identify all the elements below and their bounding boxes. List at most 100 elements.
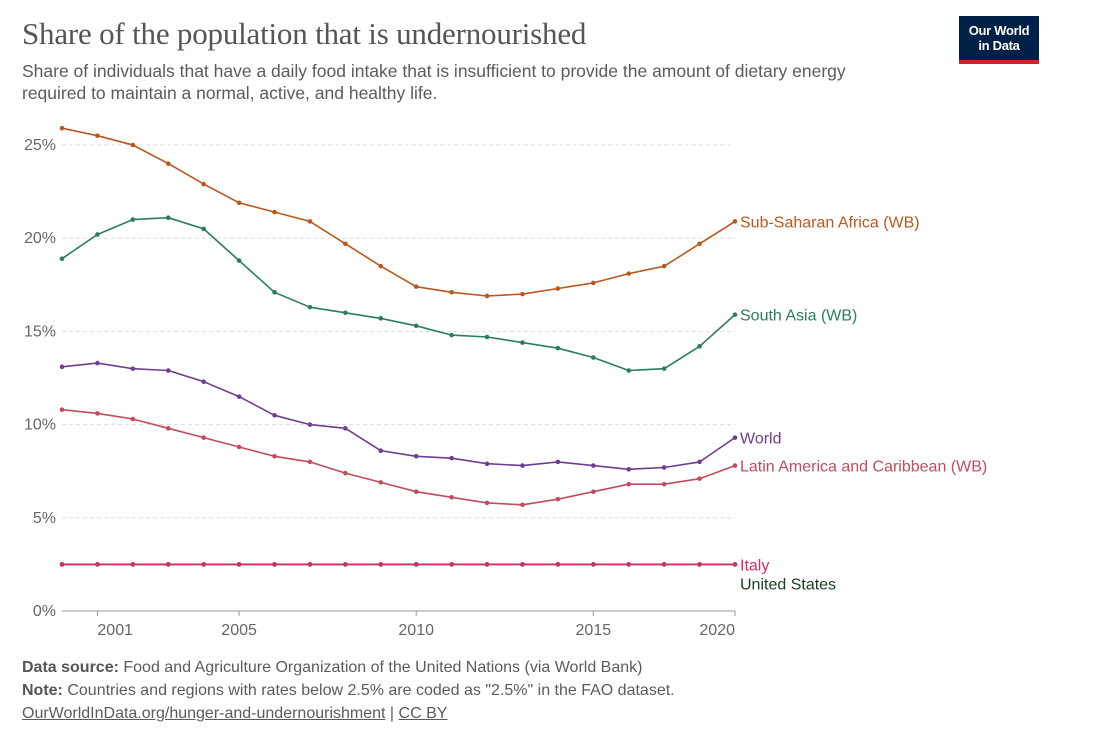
data-point-south-asia-wb[interactable] <box>484 334 490 340</box>
data-point-italy[interactable] <box>484 562 490 567</box>
series-line-world[interactable] <box>61 362 736 471</box>
data-point-world[interactable] <box>484 461 490 467</box>
data-point-italy[interactable] <box>307 562 313 567</box>
data-point-south-asia-wb[interactable] <box>449 332 454 338</box>
data-point-latin-america-and-caribbean-wb[interactable] <box>59 407 65 412</box>
data-point-south-asia-wb[interactable] <box>591 355 596 360</box>
data-point-latin-america-and-caribbean-wb[interactable] <box>520 502 525 508</box>
data-point-world[interactable] <box>272 412 277 418</box>
data-point-italy[interactable] <box>95 562 100 567</box>
data-point-south-asia-wb[interactable] <box>307 304 313 310</box>
data-point-south-asia-wb[interactable] <box>378 316 384 321</box>
data-point-italy[interactable] <box>626 562 632 567</box>
data-point-sub-saharan-africa-wb[interactable] <box>378 263 384 269</box>
data-point-latin-america-and-caribbean-wb[interactable] <box>697 476 702 481</box>
data-point-south-asia-wb[interactable] <box>697 344 702 349</box>
data-point-sub-saharan-africa-wb[interactable] <box>236 200 242 206</box>
data-point-world[interactable] <box>413 453 419 459</box>
data-point-italy[interactable] <box>272 562 277 567</box>
data-point-italy[interactable] <box>236 562 242 567</box>
data-point-sub-saharan-africa-wb[interactable] <box>59 125 65 131</box>
data-point-italy[interactable] <box>661 562 667 567</box>
data-point-italy[interactable] <box>520 562 525 567</box>
data-point-italy[interactable] <box>732 562 738 567</box>
data-point-latin-america-and-caribbean-wb[interactable] <box>130 416 136 422</box>
data-point-world[interactable] <box>449 455 454 461</box>
data-point-south-asia-wb[interactable] <box>520 340 525 345</box>
data-point-sub-saharan-africa-wb[interactable] <box>697 241 702 247</box>
data-point-world[interactable] <box>236 394 242 399</box>
data-point-latin-america-and-caribbean-wb[interactable] <box>378 480 384 485</box>
data-point-world[interactable] <box>95 360 100 366</box>
data-point-sub-saharan-africa-wb[interactable] <box>201 181 206 187</box>
data-point-south-asia-wb[interactable] <box>661 366 667 371</box>
data-point-sub-saharan-africa-wb[interactable] <box>343 241 348 247</box>
data-point-italy[interactable] <box>697 562 702 567</box>
data-point-sub-saharan-africa-wb[interactable] <box>520 291 525 297</box>
data-point-world[interactable] <box>165 368 171 373</box>
series-line-south-asia-wb[interactable] <box>61 216 736 372</box>
data-point-sub-saharan-africa-wb[interactable] <box>272 209 277 215</box>
data-point-south-asia-wb[interactable] <box>626 368 632 373</box>
data-point-south-asia-wb[interactable] <box>130 217 136 222</box>
data-point-italy[interactable] <box>165 562 171 567</box>
data-point-latin-america-and-caribbean-wb[interactable] <box>272 453 277 459</box>
data-point-latin-america-and-caribbean-wb[interactable] <box>343 470 348 476</box>
data-point-italy[interactable] <box>591 562 596 567</box>
data-point-south-asia-wb[interactable] <box>95 232 100 237</box>
data-point-world[interactable] <box>661 465 667 470</box>
data-point-sub-saharan-africa-wb[interactable] <box>732 219 738 224</box>
data-point-italy[interactable] <box>130 562 136 567</box>
data-point-latin-america-and-caribbean-wb[interactable] <box>661 481 667 487</box>
owid-logo[interactable]: Our World in Data <box>959 16 1039 64</box>
data-point-latin-america-and-caribbean-wb[interactable] <box>484 500 490 506</box>
data-point-latin-america-and-caribbean-wb[interactable] <box>591 489 596 495</box>
data-point-south-asia-wb[interactable] <box>59 256 65 262</box>
data-point-italy[interactable] <box>201 562 206 567</box>
data-point-south-asia-wb[interactable] <box>413 323 419 329</box>
data-point-south-asia-wb[interactable] <box>201 226 206 232</box>
data-point-latin-america-and-caribbean-wb[interactable] <box>201 435 206 440</box>
data-point-latin-america-and-caribbean-wb[interactable] <box>165 426 171 431</box>
data-point-sub-saharan-africa-wb[interactable] <box>484 293 490 299</box>
data-point-sub-saharan-africa-wb[interactable] <box>95 133 100 138</box>
data-point-sub-saharan-africa-wb[interactable] <box>307 219 313 224</box>
series-line-sub-saharan-africa-wb[interactable] <box>61 127 736 297</box>
data-point-italy[interactable] <box>555 562 561 567</box>
data-point-world[interactable] <box>591 463 596 468</box>
data-point-world[interactable] <box>378 448 384 453</box>
data-point-sub-saharan-africa-wb[interactable] <box>591 280 596 286</box>
data-point-latin-america-and-caribbean-wb[interactable] <box>732 463 738 468</box>
data-point-sub-saharan-africa-wb[interactable] <box>449 289 454 295</box>
data-point-world[interactable] <box>130 366 136 371</box>
data-point-sub-saharan-africa-wb[interactable] <box>661 263 667 269</box>
data-point-world[interactable] <box>201 379 206 385</box>
data-point-italy[interactable] <box>413 562 419 567</box>
data-point-latin-america-and-caribbean-wb[interactable] <box>413 489 419 495</box>
data-point-latin-america-and-caribbean-wb[interactable] <box>307 459 313 465</box>
data-point-south-asia-wb[interactable] <box>732 312 738 317</box>
data-point-south-asia-wb[interactable] <box>343 310 348 316</box>
data-point-south-asia-wb[interactable] <box>165 215 171 220</box>
data-point-latin-america-and-caribbean-wb[interactable] <box>449 494 454 500</box>
data-point-world[interactable] <box>343 426 348 431</box>
data-point-world[interactable] <box>307 422 313 427</box>
data-point-sub-saharan-africa-wb[interactable] <box>165 161 171 166</box>
data-point-sub-saharan-africa-wb[interactable] <box>555 286 561 291</box>
data-point-sub-saharan-africa-wb[interactable] <box>413 284 419 289</box>
data-point-south-asia-wb[interactable] <box>272 289 277 295</box>
data-point-world[interactable] <box>555 459 561 465</box>
data-point-world[interactable] <box>626 467 632 472</box>
data-point-italy[interactable] <box>59 562 65 567</box>
series-line-latin-america-and-caribbean-wb[interactable] <box>61 408 736 506</box>
data-point-south-asia-wb[interactable] <box>236 258 242 263</box>
data-point-sub-saharan-africa-wb[interactable] <box>130 142 136 148</box>
data-point-italy[interactable] <box>378 562 384 567</box>
data-point-latin-america-and-caribbean-wb[interactable] <box>555 496 561 502</box>
owid-page-link[interactable]: OurWorldInData.org/hunger-and-undernouri… <box>22 705 386 722</box>
data-point-italy[interactable] <box>449 562 454 567</box>
data-point-sub-saharan-africa-wb[interactable] <box>626 271 632 276</box>
data-point-world[interactable] <box>697 459 702 465</box>
license-link[interactable]: CC BY <box>398 705 448 722</box>
data-point-latin-america-and-caribbean-wb[interactable] <box>626 481 632 487</box>
